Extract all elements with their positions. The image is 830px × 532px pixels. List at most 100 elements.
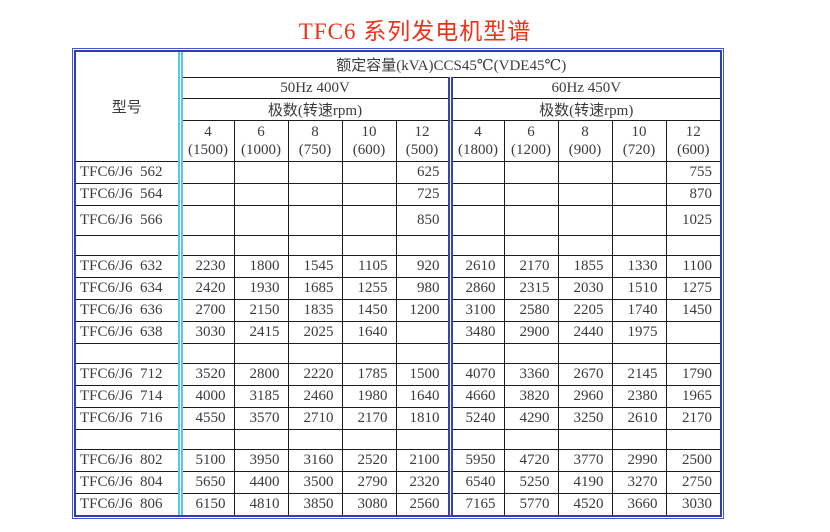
value-cell: 1740: [611, 299, 667, 322]
value-cell: 6150: [179, 493, 235, 515]
value-cell: [503, 343, 559, 364]
value-cell: [503, 161, 559, 184]
value-cell: 1450: [665, 299, 720, 322]
pole-column-header: 8 (750): [287, 120, 343, 162]
value-cell: 3100: [447, 299, 505, 322]
value-cell: 4810: [233, 493, 289, 515]
value-cell: 2145: [611, 363, 667, 386]
model-cell: TFC6/J6 634: [76, 277, 183, 300]
value-cell: [611, 205, 667, 236]
value-cell: 5770: [503, 493, 559, 515]
value-cell: [447, 183, 505, 206]
value-cell: [665, 429, 720, 450]
pole-column-header: 12 (500): [395, 120, 451, 162]
value-cell: [341, 429, 397, 450]
pole-count: 8: [311, 124, 319, 140]
value-cell: [179, 205, 235, 236]
value-cell: [557, 161, 613, 184]
poles-header-60hz: 极数(转速rpm): [447, 98, 720, 121]
value-cell: 1640: [395, 385, 451, 408]
table-body: TFC6/J6 562 625 755 TFC6/J6 564 725 870 TFC6/J…: [76, 161, 720, 515]
value-cell: 3820: [503, 385, 559, 408]
pole-count: 10: [631, 124, 647, 140]
table-row: TFC6/J6 806 6150 4810 3850 3080 2560 7165 5770 4…: [76, 493, 720, 515]
value-cell: [665, 343, 720, 364]
model-cell: TFC6/J6 562: [76, 161, 183, 184]
value-cell: 2220: [287, 363, 343, 386]
value-cell: 1255: [341, 277, 397, 300]
value-cell: 2710: [287, 407, 343, 430]
model-column-header: 型号: [76, 52, 183, 162]
value-cell: [287, 235, 343, 256]
value-cell: [179, 429, 235, 450]
value-cell: [287, 161, 343, 184]
value-cell: 2100: [395, 449, 451, 472]
model-cell: TFC6/J6 802: [76, 449, 183, 472]
value-cell: 870: [665, 183, 720, 206]
value-cell: [557, 183, 613, 206]
value-cell: 2500: [665, 449, 720, 472]
value-cell: 2790: [341, 471, 397, 494]
value-cell: 1785: [341, 363, 397, 386]
poles-header-50hz: 极数(转速rpm): [179, 98, 451, 121]
value-cell: [503, 235, 559, 256]
pole-column-header: 10 (720): [611, 120, 667, 162]
value-cell: 5950: [447, 449, 505, 472]
value-cell: 2320: [395, 471, 451, 494]
pole-column-header: 6 (1200): [503, 120, 559, 162]
value-cell: [611, 161, 667, 184]
table-row: TFC6/J6 564 725 870: [76, 183, 720, 206]
table-row: TFC6/J6 562 625 755: [76, 161, 720, 184]
value-cell: 4550: [179, 407, 235, 430]
value-cell: 3520: [179, 363, 235, 386]
value-cell: [287, 183, 343, 206]
value-cell: 3185: [233, 385, 289, 408]
value-cell: [341, 343, 397, 364]
value-cell: [557, 235, 613, 256]
table-row: TFC6/J6 634 2420 1930 1685 1255 980 2860 2315 20…: [76, 277, 720, 300]
value-cell: [287, 205, 343, 236]
value-cell: 4190: [557, 471, 613, 494]
value-cell: 755: [665, 161, 720, 184]
value-cell: [611, 429, 667, 450]
model-cell: TFC6/J6 638: [76, 321, 183, 344]
value-cell: 850: [395, 205, 451, 236]
generator-spec-table: 型号 额定容量(kVA)CCS45℃(VDE45℃) 50Hz 400V 60H…: [76, 52, 720, 515]
value-cell: 1275: [665, 277, 720, 300]
value-cell: 5240: [447, 407, 505, 430]
value-cell: [611, 183, 667, 206]
value-cell: [233, 205, 289, 236]
value-cell: 1790: [665, 363, 720, 386]
value-cell: [233, 429, 289, 450]
value-cell: 3030: [179, 321, 235, 344]
value-cell: [557, 343, 613, 364]
value-cell: [179, 183, 235, 206]
rpm-value: (1000): [241, 142, 281, 158]
value-cell: [341, 161, 397, 184]
value-cell: 2170: [503, 255, 559, 278]
value-cell: 3360: [503, 363, 559, 386]
value-cell: 2900: [503, 321, 559, 344]
value-cell: 1930: [233, 277, 289, 300]
value-cell: 1200: [395, 299, 451, 322]
value-cell: 4520: [557, 493, 613, 515]
pole-count: 6: [527, 124, 535, 140]
value-cell: 2560: [395, 493, 451, 515]
table-row: TFC6/J6 632 2230 1800 1545 1105 920 2610 2170 18…: [76, 255, 720, 278]
value-cell: 2440: [557, 321, 613, 344]
value-cell: 725: [395, 183, 451, 206]
value-cell: [557, 429, 613, 450]
value-cell: 3270: [611, 471, 667, 494]
value-cell: 2460: [287, 385, 343, 408]
value-cell: [179, 235, 235, 256]
value-cell: 5250: [503, 471, 559, 494]
table-row: TFC6/J6 802 5100 3950 3160 2520 2100 5950 4720 3…: [76, 449, 720, 472]
spacer-row: [76, 429, 720, 450]
value-cell: 2170: [665, 407, 720, 430]
capacity-header: 额定容量(kVA)CCS45℃(VDE45℃): [179, 52, 720, 78]
value-cell: 3850: [287, 493, 343, 515]
pole-count: 12: [414, 124, 430, 140]
value-cell: [233, 235, 289, 256]
value-cell: 2380: [611, 385, 667, 408]
value-cell: [665, 235, 720, 256]
